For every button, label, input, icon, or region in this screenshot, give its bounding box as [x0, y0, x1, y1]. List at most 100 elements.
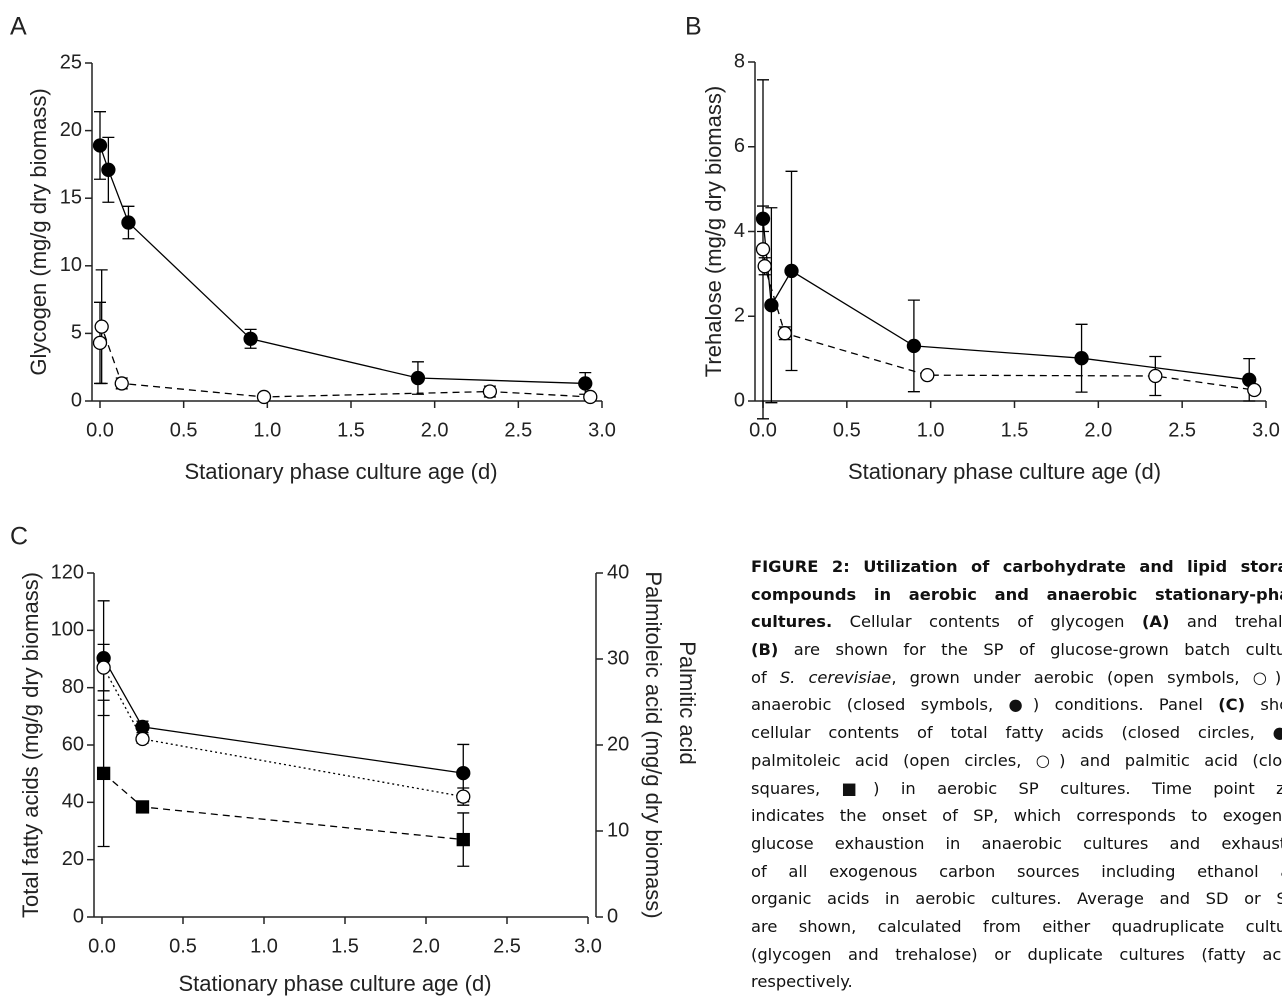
caption-text: are shown for the SP of glucose-grown ba…: [778, 640, 1282, 660]
caption-text: (glycogen and trehalose) or duplicate cu…: [751, 944, 1282, 964]
point: [92, 335, 108, 351]
y-tick-label: 25: [60, 51, 82, 73]
panel-label: C: [10, 523, 28, 551]
caption-line: cellular contents of total fatty acids (…: [751, 719, 1282, 747]
caption-text: S. cerevisiae: [779, 667, 892, 687]
y-tick-label: 20: [62, 848, 84, 870]
x-tick-label: 2.0: [1084, 419, 1112, 441]
caption-text: , grown under aerobic (open symbols, ○) …: [891, 667, 1282, 687]
point: [456, 832, 470, 847]
caption-text: cultures.: [751, 612, 833, 632]
point: [92, 138, 108, 153]
panel-label: B: [685, 13, 702, 41]
caption-text: of: [751, 667, 780, 687]
point: [755, 242, 771, 257]
caption: FIGURE 2: Utilization of carbohydrate an…: [751, 553, 1282, 996]
point: [114, 376, 129, 391]
y2-tick-label: 20: [607, 733, 629, 755]
x-tick-label: 3.0: [588, 419, 616, 441]
caption-text: FIGURE 2: Utilization of carbohydrate an…: [751, 557, 1282, 576]
caption-text: respectively.: [751, 972, 853, 992]
y-tick-label: 2: [734, 305, 745, 327]
caption-text: anaerobic (closed symbols, ●) conditions…: [751, 695, 1219, 715]
y-axis-label: Glycogen (mg/g dry biomass): [26, 88, 51, 375]
y2-axis-label: Palmitoleic acid (mg/g dry biomass): [641, 571, 666, 918]
y-tick-label: 0: [71, 389, 82, 411]
x-tick-label: 1.0: [253, 419, 281, 441]
y-tick-label: 5: [71, 322, 82, 344]
point: [482, 384, 498, 399]
y-tick-label: 4: [734, 220, 745, 242]
point: [920, 368, 935, 383]
caption-text: organic acids in aerobic cultures. Avera…: [751, 889, 1282, 909]
caption-text: (A): [1141, 612, 1170, 632]
caption-line: are shown, calculated from either quadru…: [751, 913, 1282, 941]
point: [94, 319, 109, 334]
point: [906, 338, 922, 354]
series-line: [103, 657, 464, 774]
y2-tick-label: 10: [607, 819, 629, 841]
x-tick-label: 3.0: [1252, 419, 1280, 441]
point: [243, 331, 258, 346]
x-tick-label: 0.0: [749, 419, 777, 441]
caption-line: (B) are shown for the SP of glucose-grow…: [751, 636, 1282, 664]
y2-tick-label: 40: [607, 561, 629, 583]
x-tick-label: 2.0: [421, 419, 449, 441]
y2-tick-label: 0: [607, 905, 618, 927]
caption-text: indicates the onset of SP, which corresp…: [751, 806, 1282, 826]
point: [256, 389, 272, 405]
caption-text: of all exogenous carbon sources includin…: [751, 861, 1282, 881]
y-tick-label: 0: [73, 905, 84, 927]
caption-text: (B): [751, 640, 779, 660]
y-axis-label: Total fatty acids (mg/g dry biomass): [18, 572, 43, 918]
y-tick-label: 40: [62, 791, 84, 813]
x-tick-label: 3.0: [574, 935, 602, 957]
x-tick-label: 0.5: [170, 419, 198, 441]
x-tick-label: 1.5: [1001, 419, 1029, 441]
caption-line: respectively.: [751, 968, 1282, 996]
panel-label: A: [10, 13, 27, 41]
series-line: [99, 326, 591, 398]
point: [121, 215, 136, 230]
point: [764, 298, 779, 313]
point: [784, 263, 799, 279]
caption-line: compounds in aerobic and anaerobic stati…: [751, 581, 1282, 609]
x-axis-label: Stationary phase culture age (d): [178, 971, 491, 996]
point: [135, 731, 150, 747]
y-tick-label: 8: [734, 50, 745, 72]
y2-tick-label: 30: [607, 647, 629, 669]
y-tick-label: 20: [60, 119, 82, 141]
y-tick-label: 15: [60, 186, 82, 208]
x-axis-label: Stationary phase culture age (d): [848, 459, 1161, 484]
caption-line: of S. cerevisiae, grown under aerobic (o…: [751, 664, 1282, 692]
point: [755, 211, 771, 226]
caption-line: cultures. Cellular contents of glycogen …: [751, 608, 1282, 636]
point: [456, 789, 471, 804]
caption-text: cellular contents of total fatty acids (…: [751, 723, 1282, 743]
x-tick-label: 0.0: [88, 935, 116, 957]
series-line: [99, 145, 586, 385]
point: [777, 326, 792, 341]
series-line: [103, 667, 464, 798]
point: [578, 376, 593, 391]
caption-text: and trehalose: [1186, 612, 1282, 632]
x-tick-label: 0.0: [86, 419, 114, 441]
x-tick-label: 2.5: [1168, 419, 1196, 441]
point: [583, 389, 598, 405]
point: [135, 719, 150, 735]
series-line: [762, 218, 1250, 381]
y2-axis-label: Palmitic acid: [675, 641, 700, 764]
caption-text: compounds in aerobic and anaerobic stati…: [751, 584, 1282, 604]
caption-line: of all exogenous carbon sources includin…: [751, 858, 1282, 886]
x-tick-label: 1.5: [337, 419, 365, 441]
series-line: [103, 772, 464, 841]
series-line: [762, 249, 1255, 391]
y-tick-label: 10: [60, 254, 82, 276]
caption-line: squares, ■) in aerobic SP cultures. Time…: [751, 775, 1282, 803]
point: [410, 370, 426, 386]
caption-text: squares, ■) in aerobic SP cultures. Time…: [751, 778, 1282, 798]
caption-line: anaerobic (closed symbols, ●) conditions…: [751, 691, 1282, 719]
x-axis-label: Stationary phase culture age (d): [184, 459, 497, 484]
